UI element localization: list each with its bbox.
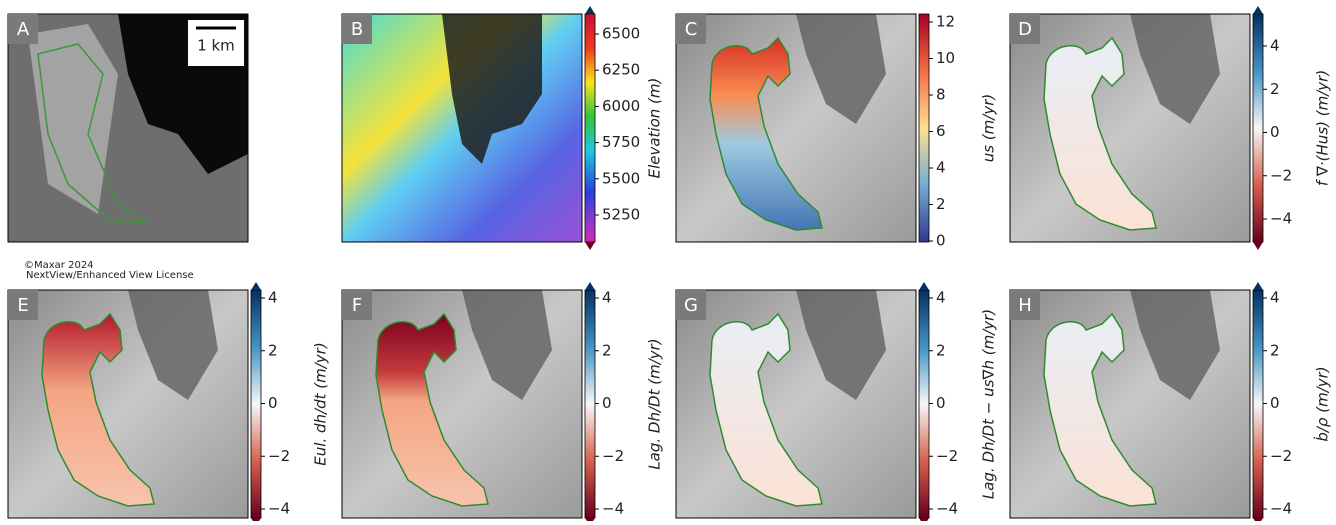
colorbar-tick-label: 0 [936,232,946,250]
panel-letter: D [1018,19,1032,40]
colorbar-tick-label: −4 [936,500,958,518]
colorbar-tick-label: 6 [936,122,946,140]
panel: C [676,14,916,242]
colorbar-tick-label: 4 [268,289,278,307]
panel-letter: H [1018,295,1032,316]
colorbar-tick-label: 0 [602,394,612,412]
colorbar-tick-label: 2 [268,341,278,359]
colorbar-extend [251,282,261,290]
colorbar-tick-label: 5750 [602,133,640,151]
colorbar-tick-label: 0 [1270,123,1280,141]
colorbar-tick-label: −4 [1270,500,1292,518]
hillshade [342,14,582,242]
panel-letter: G [684,295,698,316]
colorbar-tick-label: −2 [1270,447,1292,465]
colorbar-tick-label: −2 [602,447,624,465]
colorbar-tick-label: 2 [1270,341,1280,359]
colorbar-tick-label: 6000 [602,97,640,115]
colorbar [585,14,595,242]
colorbar-tick-label: 0 [268,394,278,412]
colorbar-tick-label: 4 [936,159,946,177]
colorbar-tick-label: 4 [602,289,612,307]
colorbar-label: Lag. Dh/Dt − us∇h (m/yr) [980,309,998,499]
colorbar-tick-label: 2 [602,341,612,359]
colorbar-label: Lag. Dh/Dt (m/yr) [646,338,664,469]
colorbar [919,14,929,242]
credit: NextView/Enhanced View License [26,270,194,281]
figure: 1 kmAB650062506000575055005250Elevation … [0,0,1336,521]
colorbar-tick-label: −4 [602,500,624,518]
colorbar-tick-label: −2 [936,447,958,465]
colorbar-label: us (m/yr) [980,94,998,163]
scale-label: 1 km [197,37,235,55]
colorbar-tick-label: −2 [1270,166,1292,184]
colorbar-tick-label: −2 [268,447,290,465]
panel: F [342,290,582,518]
panel-letter: A [17,19,30,40]
colorbar-tick-label: 5500 [602,169,640,187]
colorbar-label: Elevation (m) [646,78,664,179]
panel: G [676,290,916,518]
panel-letter: E [17,295,28,316]
panel-letter: B [351,19,363,40]
colorbar-tick-label: 6500 [602,25,640,43]
colorbar-tick-label: 12 [936,13,955,31]
colorbar [251,290,261,518]
colorbar-extend [919,282,929,290]
colorbar [1253,14,1263,242]
colorbar-tick-label: 0 [936,394,946,412]
colorbar-extend [1253,282,1263,290]
colorbar-tick-label: 10 [936,49,955,67]
colorbar-tick-label: 8 [936,86,946,104]
colorbar-tick-label: 2 [936,341,946,359]
colorbar [919,290,929,518]
colorbar-extend [585,242,595,250]
colorbar [585,290,595,518]
colorbar-tick-label: 5250 [602,206,640,224]
colorbar-extend [1253,6,1263,14]
colorbar [1253,290,1263,518]
panel: 1 km A [8,14,248,242]
colorbar-tick-label: 4 [1270,37,1280,55]
colorbar-label: ḃ/ρ (m/yr) [1313,366,1332,441]
colorbar-tick-label: −4 [268,500,290,518]
colorbar-tick-label: 2 [936,195,946,213]
colorbar-tick-label: 4 [936,289,946,307]
colorbar-tick-label: 6250 [602,61,640,79]
colorbar-label: f ∇·(Hus) (m/yr) [1314,70,1332,186]
colorbar-extend [585,282,595,290]
colorbar-tick-label: 0 [1270,394,1280,412]
colorbar-extend [1253,242,1263,250]
colorbar-label: Eul. dh/dt (m/yr) [312,342,330,465]
panel-letter: C [685,19,698,40]
panel-letter: F [352,295,362,316]
colorbar-tick-label: 4 [1270,289,1280,307]
panel: B [342,14,582,242]
panel: E [8,290,248,518]
panel: D [1010,14,1250,242]
colorbar-extend [585,6,595,14]
colorbar-tick-label: −4 [1270,210,1292,228]
colorbar-tick-label: 2 [1270,80,1280,98]
panel: H [1010,290,1250,518]
